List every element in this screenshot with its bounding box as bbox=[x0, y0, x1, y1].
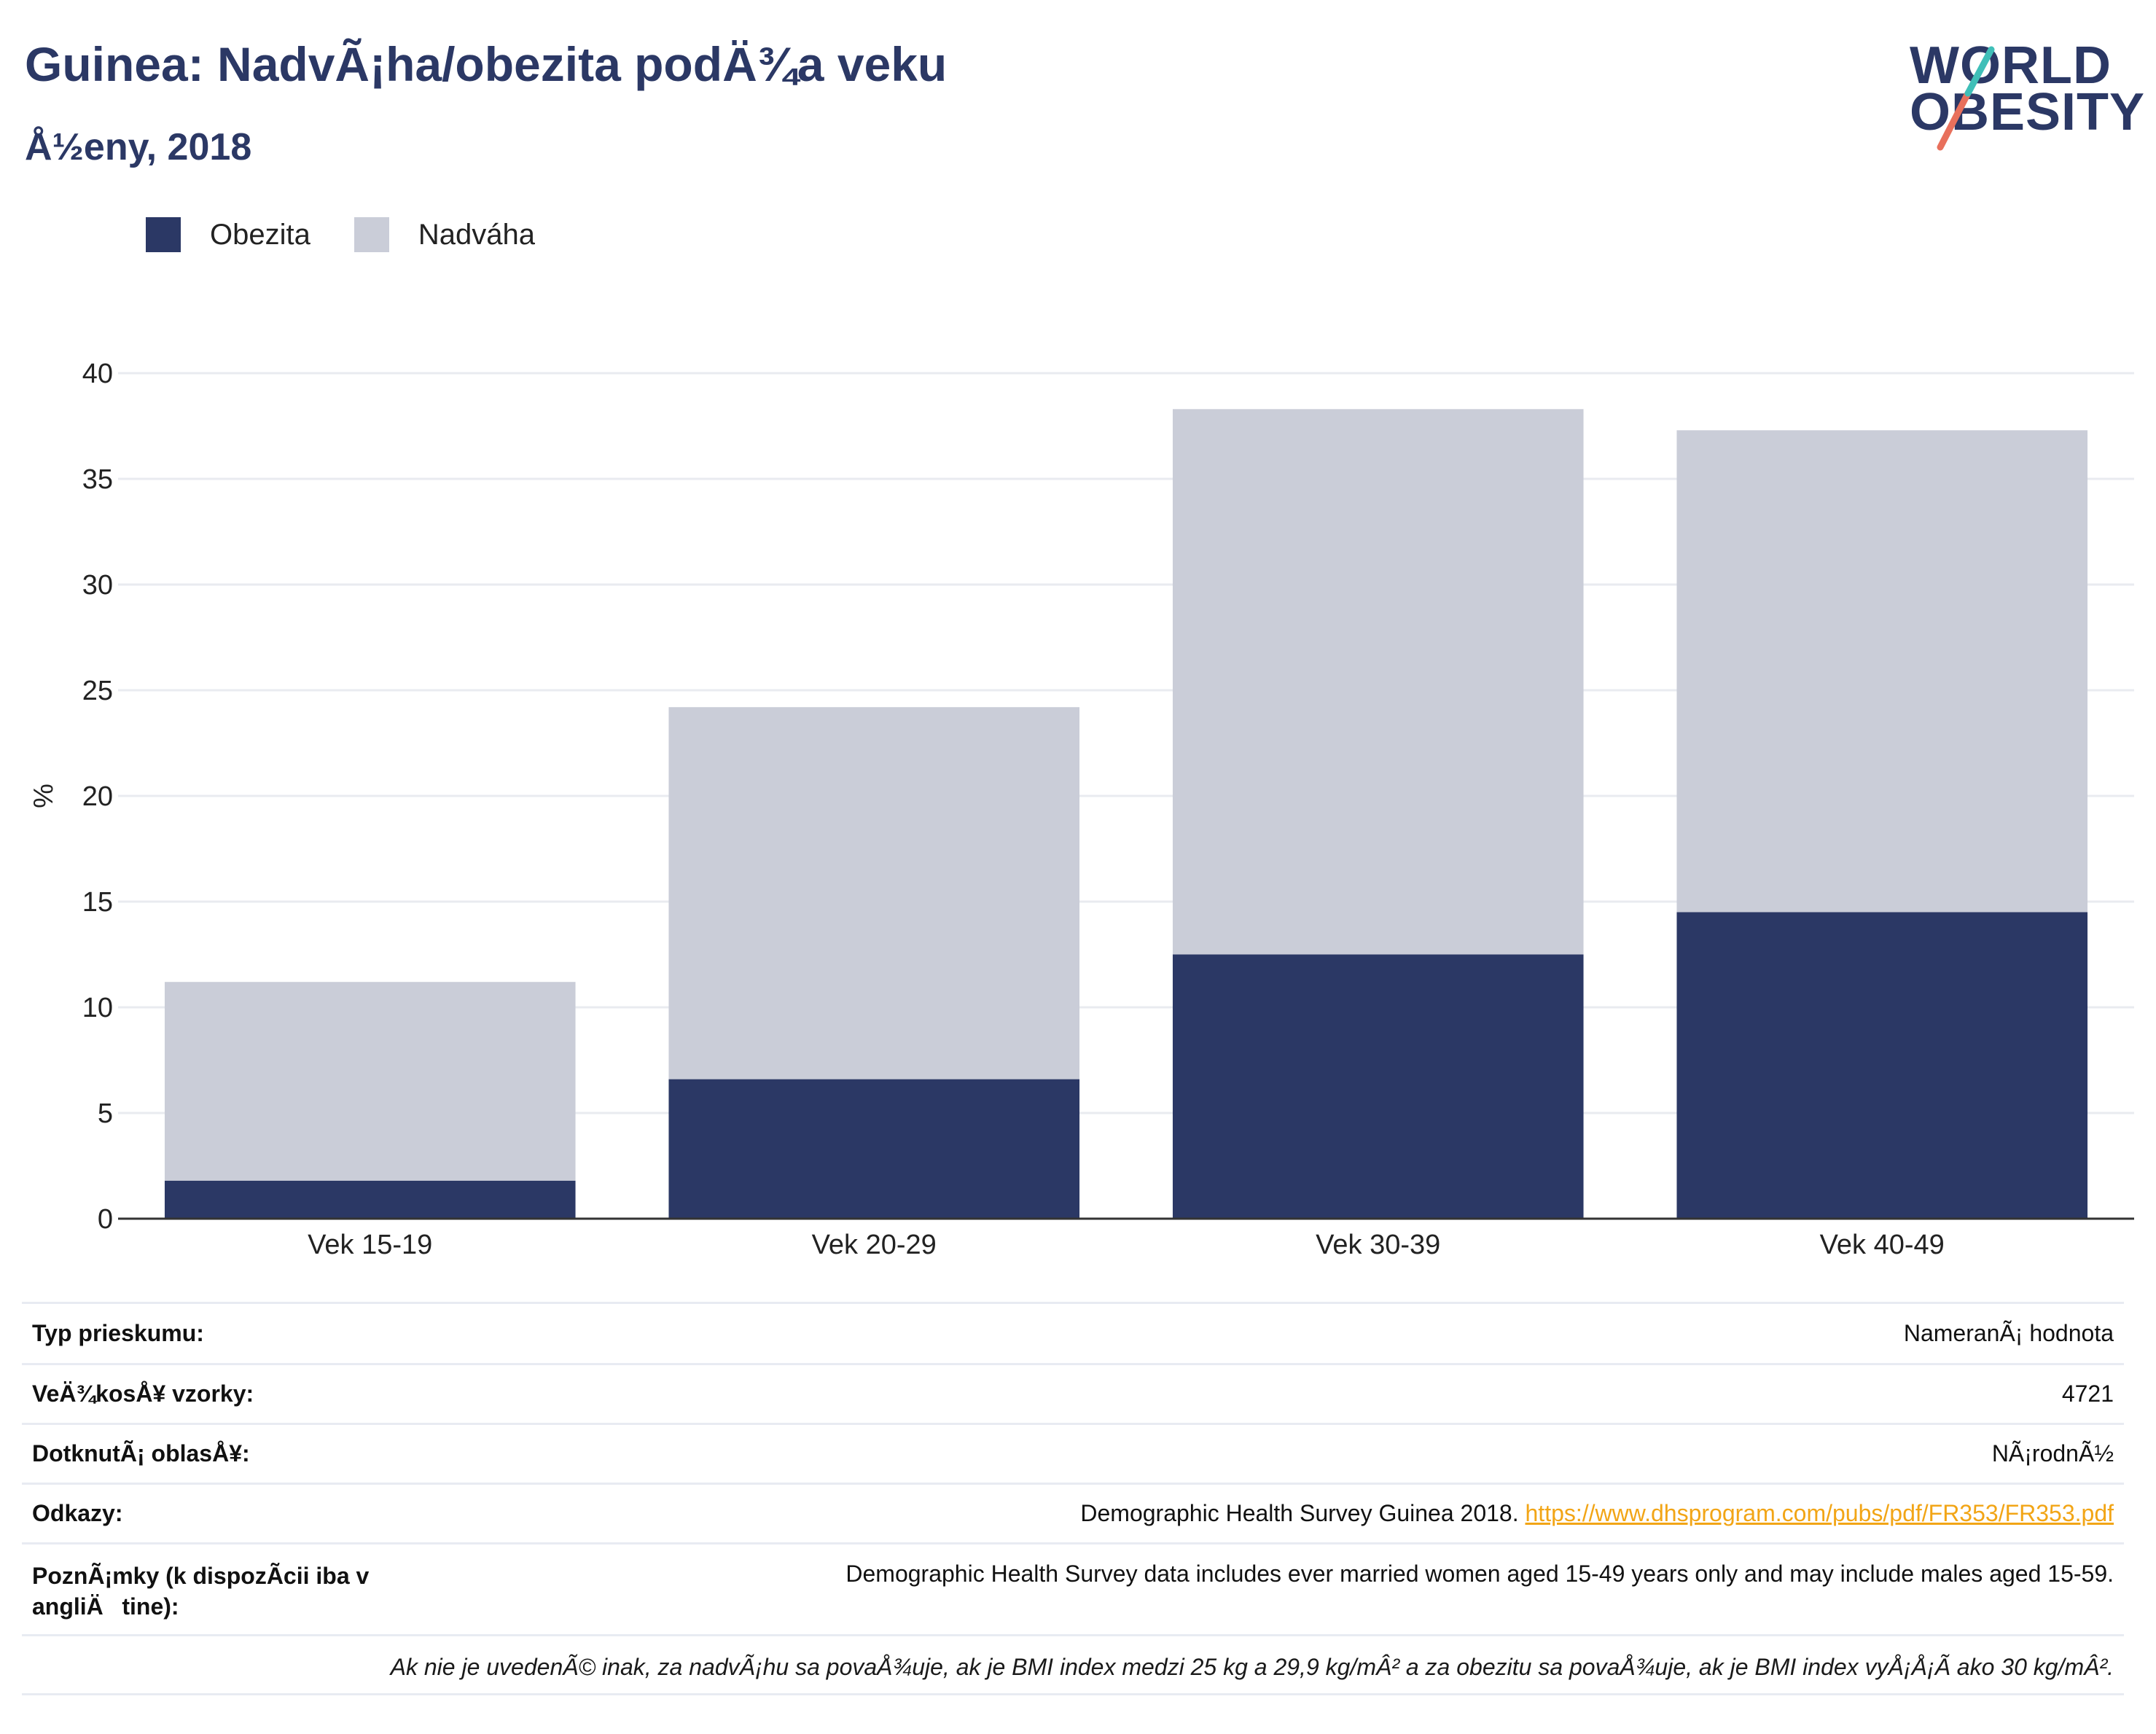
reference-link[interactable]: https://www.dhsprogram.com/pubs/pdf/FR35… bbox=[1525, 1500, 2114, 1526]
info-value-references: Demographic Health Survey Guinea 2018. h… bbox=[1080, 1500, 2114, 1527]
info-value: NameranÃ¡ hodnota bbox=[1903, 1320, 2114, 1346]
x-tick-label: Vek 30-39 bbox=[1316, 1230, 1440, 1260]
y-tick-label: 30 bbox=[82, 570, 113, 601]
legend-swatch-nadvaha bbox=[354, 217, 389, 252]
x-tick-label: Vek 15-19 bbox=[308, 1230, 432, 1260]
logo-line-1: WORLD bbox=[1910, 36, 2112, 95]
y-tick-label: 15 bbox=[82, 887, 113, 918]
legend-item-nadvaha: Nadváha bbox=[354, 217, 535, 252]
info-value: Demographic Health Survey data includes … bbox=[845, 1561, 2114, 1587]
legend-label-obezita: Obezita bbox=[210, 218, 310, 251]
y-tick-label: 20 bbox=[82, 781, 113, 812]
logo-slash-icon bbox=[1937, 46, 1995, 151]
legend-item-obezita: Obezita bbox=[146, 217, 310, 252]
bar-obezita bbox=[164, 1180, 576, 1219]
y-tick-label: 35 bbox=[82, 464, 113, 495]
info-row-survey-type: Typ prieskumu: NameranÃ¡ hodnota bbox=[22, 1302, 2124, 1363]
page-subtitle: Å½eny, 2018 bbox=[25, 126, 252, 168]
page-title: Guinea: NadvÃ¡ha/obezita podÄ¾a veku bbox=[25, 37, 948, 91]
info-value: NÃ¡rodnÃ½ bbox=[1991, 1440, 2114, 1467]
info-row-references: Odkazy: Demographic Health Survey Guinea… bbox=[22, 1483, 2124, 1542]
bar-obezita bbox=[1676, 912, 2088, 1219]
chart-legend: Obezita Nadváha bbox=[146, 217, 579, 252]
x-tick-label: Vek 40-49 bbox=[1820, 1230, 1945, 1260]
reference-text: Demographic Health Survey Guinea 2018. bbox=[1080, 1500, 1519, 1526]
info-label: Typ prieskumu: bbox=[32, 1320, 204, 1346]
y-tick-label: 5 bbox=[98, 1098, 113, 1129]
y-tick-label: 25 bbox=[82, 676, 113, 706]
bar-nadvaha bbox=[1676, 430, 2088, 913]
bar-nadvaha bbox=[668, 707, 1080, 1079]
y-tick-label: 10 bbox=[82, 993, 113, 1023]
info-value: 4721 bbox=[2061, 1380, 2114, 1407]
stacked-bar-chart: 0 5 10 15 20 25 30 35 40% Vek 15-19 Vek 20-29 Vek 3… bbox=[28, 359, 2134, 1260]
bar-obezita bbox=[1172, 954, 1584, 1219]
info-table: Typ prieskumu: NameranÃ¡ hodnota VeÄ¾kos… bbox=[22, 1302, 2124, 1695]
info-label: Odkazy: bbox=[32, 1500, 123, 1526]
y-tick-label: 40 bbox=[82, 359, 113, 389]
legend-swatch-obezita bbox=[146, 217, 181, 252]
footnote: Ak nie je uvedenÃ© inak, za nadvÃ¡hu sa … bbox=[22, 1634, 2124, 1695]
info-label: DotknutÃ¡ oblasÅ¥: bbox=[32, 1440, 250, 1467]
x-tick-label: Vek 20-29 bbox=[812, 1230, 937, 1260]
world-obesity-logo: WORLD OBESITY bbox=[1895, 26, 2144, 157]
info-row-notes: PoznÃ¡mky (k dispozÃ­cii iba v angliÄti… bbox=[22, 1542, 2124, 1634]
info-row-area: DotknutÃ¡ oblasÅ¥: NÃ¡rodnÃ½ bbox=[22, 1423, 2124, 1483]
info-label: VeÄ¾kosÅ¥ vzorky: bbox=[32, 1380, 254, 1407]
info-label: PoznÃ¡mky (k dispozÃ­cii iba v angliÄti… bbox=[32, 1563, 370, 1620]
legend-label-nadvaha: Nadváha bbox=[418, 218, 535, 251]
y-axis-label: % bbox=[28, 784, 59, 808]
bar-nadvaha bbox=[164, 982, 576, 1181]
bar-nadvaha bbox=[1172, 409, 1584, 955]
bar-obezita bbox=[668, 1079, 1080, 1219]
info-row-sample-size: VeÄ¾kosÅ¥ vzorky: 4721 bbox=[22, 1363, 2124, 1423]
y-tick-label: 0 bbox=[98, 1204, 113, 1235]
